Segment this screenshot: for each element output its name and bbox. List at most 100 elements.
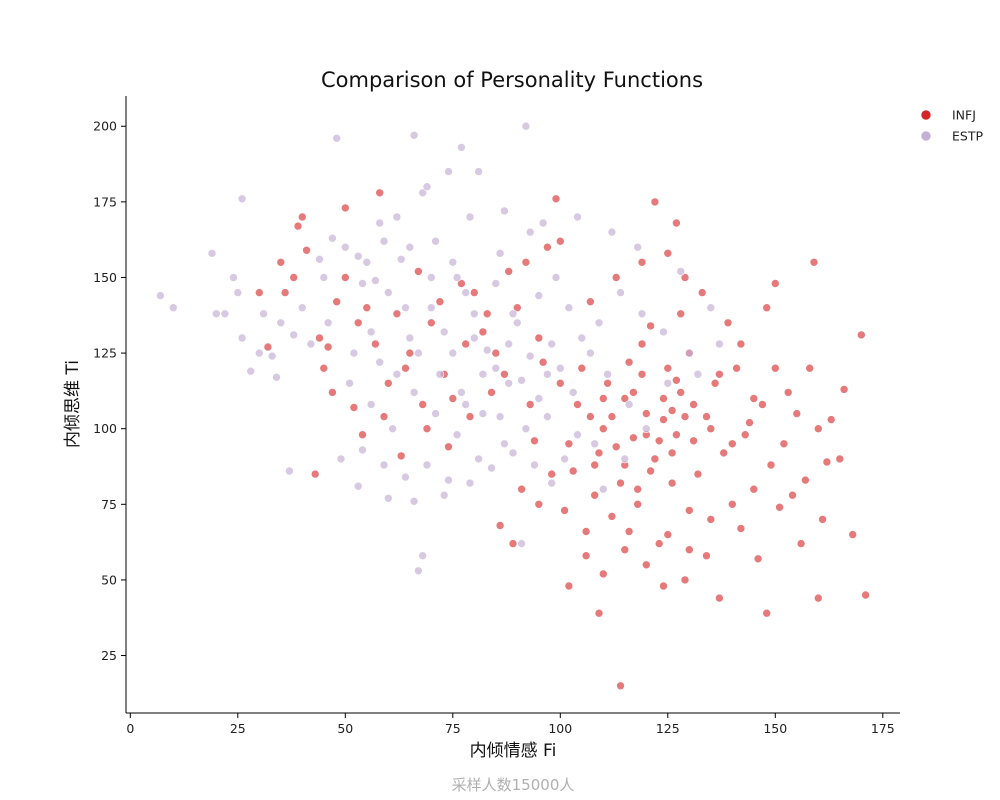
point-infj [495, 521, 505, 530]
point-infj [629, 433, 638, 443]
point-estp [340, 242, 350, 252]
point-estp [426, 303, 436, 313]
point-estp [504, 339, 514, 349]
point-estp [457, 143, 466, 152]
point-infj [607, 512, 617, 521]
point-estp [431, 236, 440, 246]
point-infj [672, 218, 681, 228]
point-infj [500, 369, 509, 379]
point-estp [603, 369, 612, 379]
point-infj [379, 412, 389, 421]
point-estp [641, 424, 651, 434]
point-infj [637, 369, 647, 379]
point-estp [573, 430, 582, 440]
point-estp [375, 357, 385, 367]
y-tick-label: 125 [93, 346, 117, 361]
point-estp [564, 303, 574, 313]
legend: INFJ ESTP [920, 108, 983, 144]
point-estp [521, 424, 531, 434]
point-estp [491, 363, 501, 373]
point-infj [633, 484, 643, 494]
point-infj [770, 279, 780, 288]
point-infj [629, 388, 638, 397]
point-estp [495, 412, 505, 421]
point-estp [220, 309, 230, 319]
series-infj [254, 188, 870, 691]
point-infj [710, 378, 720, 388]
x-tick-label: 100 [548, 721, 572, 736]
point-infj [289, 273, 299, 282]
point-infj [435, 297, 445, 307]
point-infj [770, 363, 780, 373]
point-estp [637, 309, 647, 319]
point-infj [543, 242, 552, 252]
point-estp [392, 369, 402, 379]
point-infj [512, 303, 522, 313]
point-estp [328, 233, 337, 243]
point-estp [620, 454, 630, 464]
point-infj [349, 403, 359, 412]
point-estp [616, 288, 625, 297]
points-layer [156, 121, 870, 691]
point-estp [401, 303, 410, 313]
point-infj [659, 394, 668, 403]
point-infj [461, 339, 471, 349]
point-estp [663, 378, 673, 388]
point-estp [448, 257, 458, 267]
point-infj [792, 409, 802, 418]
point-estp [319, 273, 329, 282]
point-estp [530, 460, 539, 470]
point-infj [809, 257, 819, 267]
point-infj [401, 363, 410, 373]
point-infj [723, 318, 733, 328]
point-infj [573, 400, 582, 409]
point-estp [469, 309, 479, 319]
x-ticks: 0 25 50 75 100 125 150 175 [126, 713, 895, 736]
point-estp [246, 366, 255, 376]
point-infj [727, 499, 737, 509]
point-infj [624, 357, 634, 367]
point-infj [594, 608, 604, 618]
y-tick-label: 200 [93, 119, 117, 134]
point-infj [426, 318, 436, 328]
chart-title: Comparison of Personality Functions [321, 68, 703, 92]
point-estp [465, 478, 475, 488]
point-infj [586, 297, 595, 307]
point-infj [598, 569, 608, 579]
point-infj [521, 257, 531, 267]
point-infj [740, 430, 750, 440]
point-infj [663, 363, 673, 373]
point-infj [659, 415, 668, 424]
point-infj [590, 460, 600, 470]
point-estp [207, 249, 217, 258]
point-estp [594, 318, 604, 328]
point-infj [598, 424, 608, 434]
point-estp [439, 490, 449, 500]
x-tick-label: 25 [230, 721, 246, 736]
point-infj [805, 363, 815, 373]
point-infj [654, 436, 664, 446]
point-estp [659, 327, 668, 337]
point-estp [285, 466, 294, 476]
point-infj [706, 515, 716, 524]
point-estp [336, 454, 346, 464]
point-estp [508, 448, 518, 458]
x-tick-label: 50 [337, 721, 353, 736]
legend-marker-infj [920, 109, 932, 121]
point-infj [555, 236, 565, 246]
point-estp [568, 388, 578, 397]
point-estp [461, 288, 471, 297]
point-infj [775, 502, 784, 512]
point-estp [375, 218, 385, 228]
point-infj [375, 188, 385, 198]
point-infj [637, 339, 647, 349]
x-tick-label: 125 [656, 721, 680, 736]
legend-label-estp: ESTP [952, 129, 983, 144]
point-estp [534, 291, 544, 300]
point-infj [736, 339, 746, 349]
point-infj [353, 318, 363, 328]
point-infj [697, 288, 707, 297]
point-estp [345, 378, 354, 388]
point-estp [495, 249, 505, 258]
